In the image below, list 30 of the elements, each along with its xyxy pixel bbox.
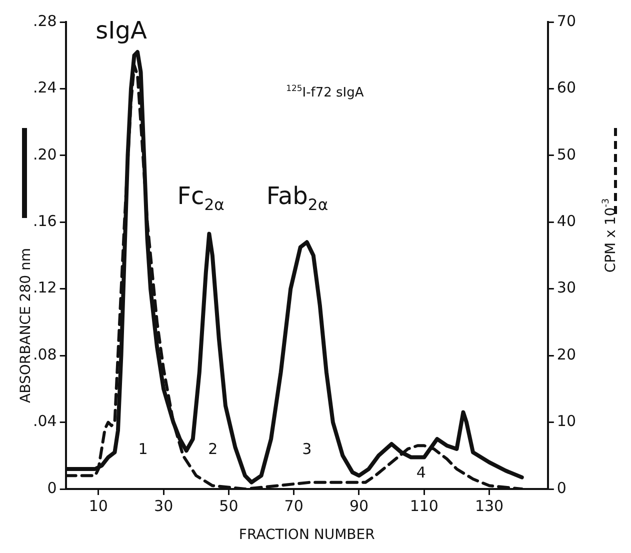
- y-tick-label: .08: [32, 345, 57, 364]
- x-tick-label: 110: [410, 496, 438, 515]
- y2-tick-label: 0: [556, 478, 566, 497]
- y2-tick-label: 20: [556, 345, 576, 364]
- x-tick-label: 70: [284, 496, 304, 515]
- x-tick-label: 10: [88, 496, 108, 515]
- y-tick-label: .04: [32, 412, 57, 430]
- y2-tick-label: 30: [556, 278, 576, 297]
- y2-tick-label: 60: [556, 78, 576, 97]
- x-tick-label: 50: [219, 496, 238, 515]
- y-tick-label: .16: [32, 212, 57, 230]
- y-tick-label: .28: [32, 12, 57, 30]
- y2-tick-label: 50: [556, 145, 576, 164]
- y2-tick-label: 40: [556, 212, 576, 230]
- y-axis-title: ABSORBANCE 280 nm: [18, 248, 34, 403]
- y2-tick-label: 10: [556, 412, 576, 430]
- y2-tick-label: 70: [556, 12, 576, 30]
- x-tick-label: 30: [154, 496, 174, 515]
- x-tick-label: 90: [349, 496, 369, 515]
- x-axis-title: FRACTION NUMBER: [238, 527, 376, 543]
- x-tick-label: 130: [474, 496, 504, 515]
- annotation: 2: [208, 440, 218, 458]
- y-tick-label: 0: [47, 478, 57, 497]
- annotation: 3: [302, 440, 312, 458]
- annotation: sIgA: [96, 16, 148, 44]
- y-tick-label: .24: [32, 78, 57, 97]
- y-tick-label: .12: [32, 278, 57, 297]
- y-tick-label: .20: [32, 145, 57, 164]
- annotation: 4: [416, 463, 426, 482]
- annotation: 1: [138, 440, 148, 458]
